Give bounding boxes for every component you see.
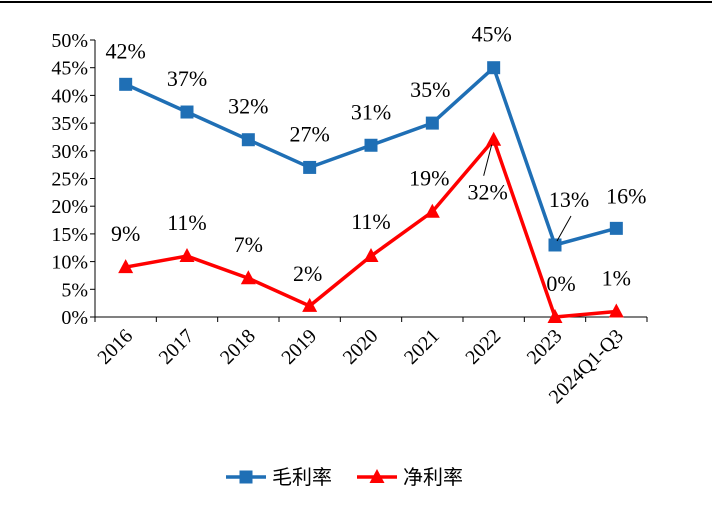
data-label: 9% (111, 221, 140, 246)
x-tick-label: 2018 (216, 325, 260, 369)
point-marker (241, 133, 255, 147)
data-label: 32% (228, 94, 268, 119)
point-marker (118, 259, 134, 274)
data-label: 27% (290, 121, 330, 146)
data-label: 37% (167, 66, 207, 91)
y-tick-label: 40% (51, 85, 88, 107)
legend-marker (239, 470, 253, 484)
y-tick-label: 0% (61, 307, 88, 329)
y-tick-label: 15% (51, 224, 88, 246)
data-label: 19% (409, 166, 449, 191)
point-marker (547, 309, 563, 323)
legend-label: 毛利率 (272, 465, 332, 489)
data-label: 35% (410, 77, 450, 102)
point-marker (364, 138, 378, 152)
y-tick-label: 5% (61, 279, 88, 301)
y-tick-label: 30% (51, 141, 88, 163)
data-label: 1% (602, 265, 631, 290)
data-label: 16% (606, 183, 646, 208)
point-marker (487, 61, 501, 75)
axes: 0% 5% 10% 15% 20% 25% 30% 35% 40% 45% 50% 2016 2017 2… (51, 30, 648, 408)
data-labels: 42% 37% 32% 27% 31% 35% 45% 13% 16% 9% 11% 7% 2% 11% 1… (106, 22, 647, 296)
x-tick-label: 2020 (339, 325, 383, 369)
data-label: 0% (546, 271, 575, 296)
y-tick-label: 25% (51, 169, 88, 191)
data-label: 32% (468, 180, 508, 205)
data-label: 7% (234, 232, 263, 257)
y-tick-label: 10% (51, 252, 88, 274)
leader-line (483, 144, 493, 176)
x-tick-label: 2017 (155, 325, 199, 369)
data-label: 45% (472, 22, 512, 47)
data-label: 42% (106, 38, 146, 63)
x-tick-label: 2019 (277, 325, 321, 369)
point-marker (179, 248, 195, 263)
point-marker (425, 116, 439, 130)
point-marker (424, 203, 440, 218)
data-label: 13% (549, 187, 589, 212)
legend-label: 净利率 (403, 465, 463, 489)
x-tick-label: 2022 (461, 325, 505, 369)
data-label: 11% (167, 210, 207, 235)
point-marker (180, 105, 194, 119)
y-tick-label: 50% (51, 30, 88, 52)
x-tick-label: 2023 (523, 325, 567, 369)
series-layer (118, 61, 624, 323)
data-label: 11% (351, 209, 391, 234)
point-marker (240, 270, 256, 285)
point-marker (119, 77, 133, 91)
point-marker (609, 221, 623, 235)
legend: 毛利率 净利率 (226, 465, 463, 489)
data-label: 2% (293, 261, 322, 286)
y-tick-label: 35% (51, 113, 88, 135)
data-label: 31% (351, 99, 391, 124)
point-marker (608, 303, 624, 318)
point-marker (303, 160, 317, 174)
leader-line (556, 215, 572, 242)
y-tick-label: 20% (51, 196, 88, 218)
y-tick-label: 45% (51, 58, 88, 80)
point-marker (548, 238, 562, 252)
point-marker (363, 248, 379, 263)
legend-marker (369, 469, 385, 483)
x-tick-label: 2016 (93, 325, 137, 369)
point-marker (486, 131, 502, 146)
point-marker (302, 297, 318, 312)
x-tick-label: 2021 (400, 325, 444, 369)
